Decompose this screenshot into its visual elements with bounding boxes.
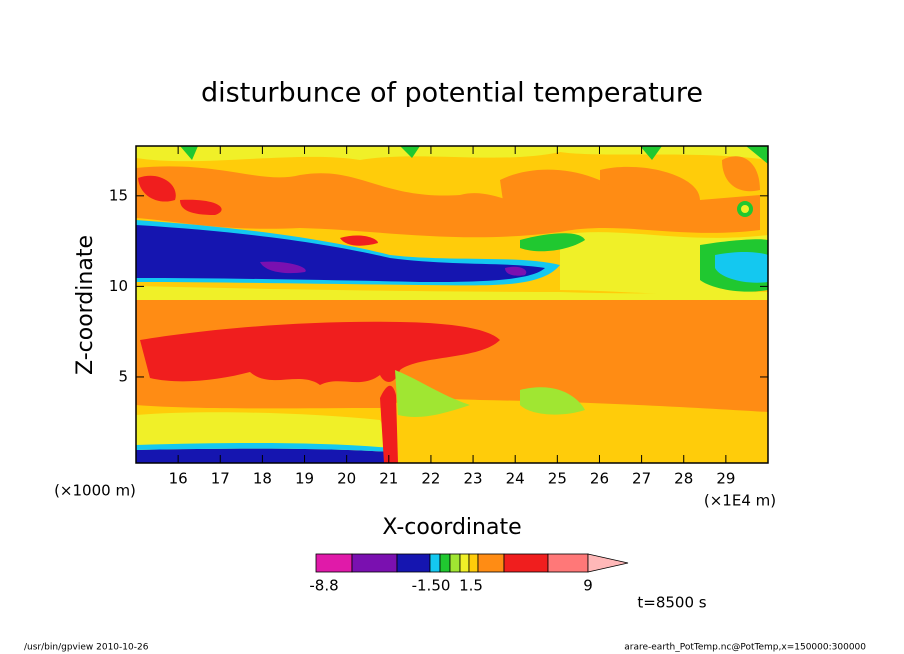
x-tick-label: 18 bbox=[253, 470, 272, 488]
colorbar-segment bbox=[459, 553, 470, 573]
x-tick-label: 21 bbox=[379, 470, 398, 488]
colorbar-extend bbox=[587, 553, 629, 573]
x-tick-label: 28 bbox=[674, 470, 693, 488]
x-tick-label: 27 bbox=[632, 470, 651, 488]
y-unit: (×1000 m) bbox=[54, 482, 136, 500]
x-unit: (×1E4 m) bbox=[704, 492, 776, 510]
chart-title: disturbunce of potential temperature bbox=[201, 78, 703, 109]
colorbar-segment bbox=[396, 553, 431, 573]
x-tick-label: 23 bbox=[464, 470, 483, 488]
contour-field bbox=[136, 146, 768, 463]
colorbar-segment bbox=[503, 553, 549, 573]
y-tick-label: 5 bbox=[118, 367, 128, 385]
x-axis-label: X-coordinate bbox=[382, 515, 521, 540]
colorbar-segment bbox=[315, 553, 353, 573]
colorbar-segment bbox=[439, 553, 451, 573]
y-tick-label: 15 bbox=[109, 186, 128, 204]
colorbar-tick-label: -8.8 bbox=[309, 577, 338, 595]
colorbar-tick-label: -1.50 bbox=[412, 577, 451, 595]
x-tick-label: 19 bbox=[295, 470, 314, 488]
x-tick-label: 26 bbox=[590, 470, 609, 488]
x-tick-label: 16 bbox=[169, 470, 188, 488]
colorbar-tick-label: 9 bbox=[583, 577, 593, 595]
plot-frame bbox=[135, 145, 769, 464]
x-tick-label: 24 bbox=[506, 470, 525, 488]
colorbar-segment bbox=[351, 553, 398, 573]
y-tick-label: 10 bbox=[109, 277, 128, 295]
colorbar-segment bbox=[468, 553, 479, 573]
colorbar-segment bbox=[449, 553, 461, 573]
colorbar-segment bbox=[429, 553, 441, 573]
footer-left: /usr/bin/gpview 2010-10-26 bbox=[24, 643, 149, 653]
y-axis-label: Z-coordinate bbox=[73, 235, 98, 375]
x-tick-label: 25 bbox=[548, 470, 567, 488]
colorbar-tick-label: 1.5 bbox=[459, 577, 483, 595]
footer-right: arare-earth_PotTemp.nc@PotTemp,x=150000:… bbox=[624, 643, 866, 653]
annotation: t=8500 s bbox=[637, 594, 706, 612]
x-tick-label: 29 bbox=[716, 470, 735, 488]
x-tick-label: 17 bbox=[211, 470, 230, 488]
x-tick-label: 20 bbox=[337, 470, 356, 488]
colorbar-segment bbox=[547, 553, 589, 573]
colorbar-segment bbox=[477, 553, 505, 573]
x-tick-label: 22 bbox=[421, 470, 440, 488]
